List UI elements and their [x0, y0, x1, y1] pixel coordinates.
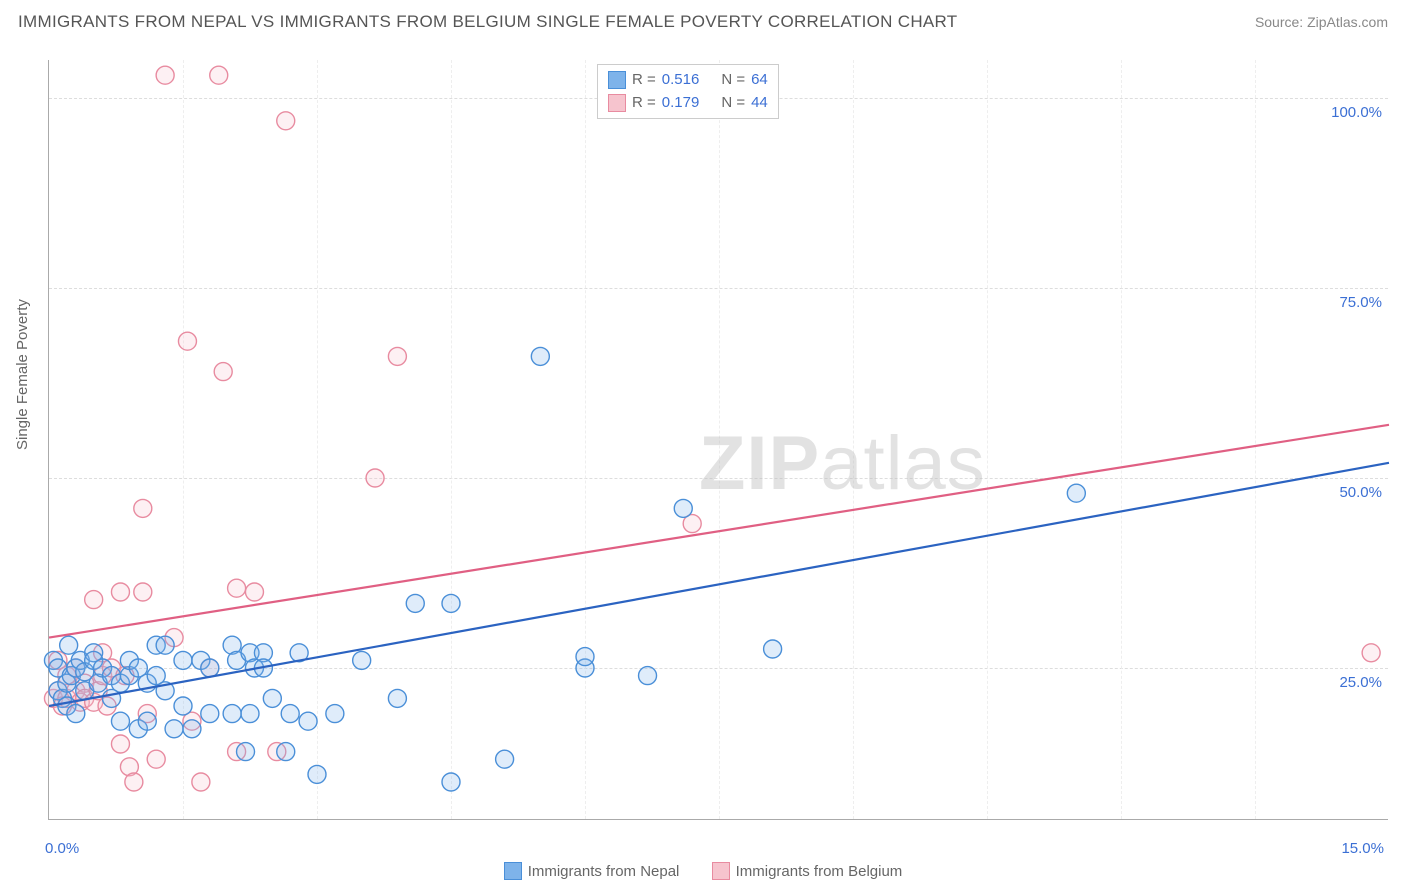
data-point [764, 640, 782, 658]
data-point [174, 651, 192, 669]
trend-line [49, 425, 1389, 638]
n-value-nepal: 64 [751, 69, 768, 92]
data-point [67, 705, 85, 723]
data-point [245, 583, 263, 601]
data-point [156, 66, 174, 84]
data-point [576, 648, 594, 666]
data-point [299, 712, 317, 730]
data-point [674, 499, 692, 517]
r-label: R = [632, 92, 656, 115]
data-point [134, 499, 152, 517]
data-point [111, 583, 129, 601]
legend-label-nepal: Immigrants from Nepal [528, 863, 680, 880]
chart-header: IMMIGRANTS FROM NEPAL VS IMMIGRANTS FROM… [0, 0, 1406, 40]
data-point [531, 347, 549, 365]
legend-label-belgium: Immigrants from Belgium [736, 863, 903, 880]
data-point [178, 332, 196, 350]
data-point [241, 705, 259, 723]
data-point [639, 667, 657, 685]
data-point [134, 583, 152, 601]
x-tick-label: 0.0% [45, 840, 79, 857]
data-point [125, 773, 143, 791]
data-point [263, 689, 281, 707]
data-point [228, 579, 246, 597]
swatch-belgium [712, 862, 730, 880]
data-point [156, 636, 174, 654]
data-point [308, 765, 326, 783]
n-label: N = [721, 69, 745, 92]
data-point [237, 743, 255, 761]
data-point [85, 591, 103, 609]
data-point [183, 720, 201, 738]
chart-title: IMMIGRANTS FROM NEPAL VS IMMIGRANTS FROM… [18, 12, 958, 32]
source-attribution: Source: ZipAtlas.com [1255, 14, 1388, 30]
data-point [192, 773, 210, 791]
legend-row-belgium: R = 0.179 N = 44 [608, 92, 768, 115]
data-point [201, 659, 219, 677]
data-point [60, 636, 78, 654]
series-legend: Immigrants from Nepal Immigrants from Be… [0, 862, 1406, 884]
data-point [281, 705, 299, 723]
plot-svg [49, 60, 1388, 819]
scatter-chart: ZIPatlas 25.0%50.0%75.0%100.0%0.0%15.0% … [48, 60, 1388, 820]
data-point [210, 66, 228, 84]
swatch-nepal [608, 71, 626, 89]
data-point [111, 712, 129, 730]
data-point [277, 112, 295, 130]
r-label: R = [632, 69, 656, 92]
y-axis-title: Single Female Poverty [14, 299, 31, 450]
data-point [326, 705, 344, 723]
data-point [223, 705, 241, 723]
data-point [442, 594, 460, 612]
legend-row-nepal: R = 0.516 N = 64 [608, 69, 768, 92]
data-point [1067, 484, 1085, 502]
data-point [201, 705, 219, 723]
data-point [353, 651, 371, 669]
data-point [1362, 644, 1380, 662]
swatch-nepal [504, 862, 522, 880]
data-point [277, 743, 295, 761]
data-point [111, 735, 129, 753]
data-point [174, 697, 192, 715]
data-point [496, 750, 514, 768]
correlation-legend: R = 0.516 N = 64 R = 0.179 N = 44 [597, 64, 779, 119]
data-point [147, 750, 165, 768]
data-point [138, 712, 156, 730]
swatch-belgium [608, 94, 626, 112]
data-point [214, 363, 232, 381]
legend-item-belgium: Immigrants from Belgium [712, 862, 903, 880]
x-tick-label: 15.0% [1341, 840, 1384, 857]
legend-item-nepal: Immigrants from Nepal [504, 862, 680, 880]
n-label: N = [721, 92, 745, 115]
data-point [388, 347, 406, 365]
data-point [442, 773, 460, 791]
data-point [165, 720, 183, 738]
data-point [366, 469, 384, 487]
data-point [406, 594, 424, 612]
r-value-belgium: 0.179 [662, 92, 700, 115]
r-value-nepal: 0.516 [662, 69, 700, 92]
n-value-belgium: 44 [751, 92, 768, 115]
data-point [388, 689, 406, 707]
